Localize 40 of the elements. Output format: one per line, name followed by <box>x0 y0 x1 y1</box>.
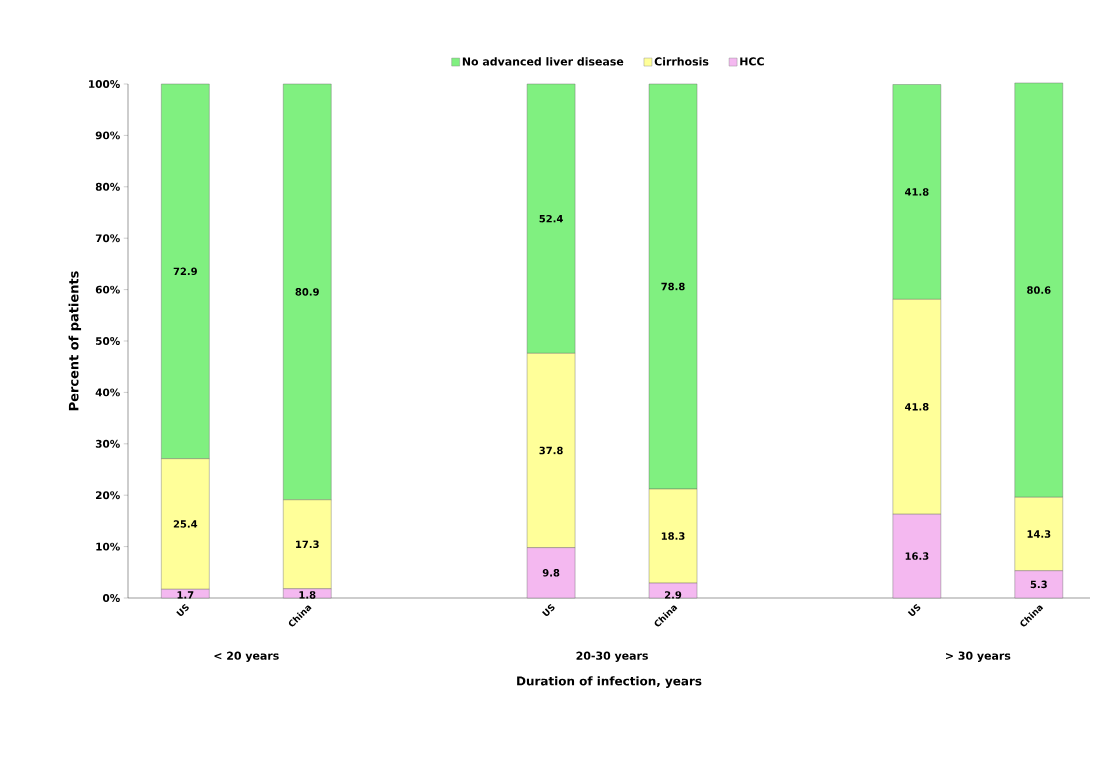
y-tick-label: 20% <box>96 491 120 500</box>
y-tick-label: 60% <box>95 285 120 294</box>
text: 20-30 years <box>576 651 648 663</box>
data-label: 72.9 <box>173 267 197 276</box>
y-tick-label: 50% <box>96 337 120 345</box>
data-label: 80.6 <box>1027 286 1051 294</box>
x-tick-label: US <box>176 603 189 616</box>
data-label: 25.4 <box>173 520 198 528</box>
y-tick-label: 30% <box>95 439 120 448</box>
text: < 20 years <box>214 651 279 663</box>
data-label: 9.8 <box>542 569 560 577</box>
y-tick-label: 80% <box>95 182 120 191</box>
data-label: 17.3 <box>296 540 319 549</box>
legend-label: No advanced liver disease <box>462 57 624 66</box>
y-axis-title: Percent of patients <box>68 271 82 411</box>
data-label: 78.8 <box>661 282 685 291</box>
data-label: 5.3 <box>1030 580 1047 589</box>
data-label: 18.3 <box>661 532 685 540</box>
x-tick-label: US <box>907 603 921 616</box>
data-label: 52.4 <box>539 214 563 223</box>
x-tick-label: US <box>542 603 555 616</box>
y-tick-label: 40% <box>95 388 120 397</box>
y-tick-label: 70% <box>95 234 120 243</box>
legend-label: HCC <box>740 57 764 66</box>
data-label: 14.3 <box>1027 530 1051 538</box>
y-tick-label: 10% <box>96 542 120 551</box>
data-label: 80.9 <box>295 288 319 296</box>
text: > 30 years <box>946 651 1011 663</box>
data-label: 2.9 <box>664 591 682 599</box>
data-label: 16.3 <box>905 552 929 560</box>
y-tick-label: 90% <box>95 131 120 140</box>
y-tick-label: 100% <box>89 80 120 88</box>
data-label: 41.8 <box>905 403 929 411</box>
data-label: 41.8 <box>905 188 929 196</box>
y-tick-label: 0% <box>102 594 120 602</box>
legend-label: Cirrhosis <box>654 57 709 66</box>
data-label: 1.7 <box>177 591 194 599</box>
data-label: 1.8 <box>299 591 316 599</box>
data-label: 37.8 <box>539 446 563 455</box>
x-axis-title: Duration of infection, years <box>517 676 702 688</box>
